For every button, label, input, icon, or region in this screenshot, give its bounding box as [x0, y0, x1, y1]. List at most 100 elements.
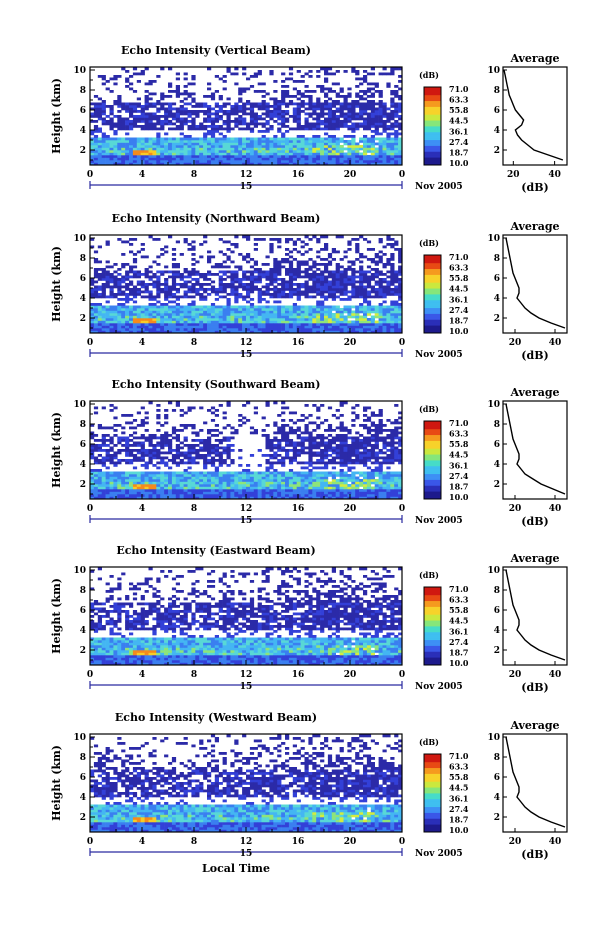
colorbar-segment — [424, 161, 441, 164]
heatmap-cell — [203, 315, 208, 319]
heatmap-cell — [214, 315, 219, 319]
heatmap-cell — [246, 484, 251, 487]
heatmap-cell — [265, 140, 270, 143]
heatmap-cell — [351, 67, 356, 71]
heatmap-cell — [398, 147, 403, 151]
heatmap-cell — [269, 479, 274, 482]
heatmap-cell — [296, 115, 301, 118]
colorbar-segment — [424, 129, 441, 133]
heatmap-cell — [281, 137, 286, 141]
heatmap-cell — [347, 102, 352, 106]
heatmap-cell — [265, 308, 270, 311]
colorbar-tick-label: 36.1 — [449, 126, 468, 136]
heatmap-cell — [324, 72, 329, 76]
heatmap-cell — [320, 290, 325, 294]
heatmap-cell — [132, 481, 138, 485]
heatmap-cell — [246, 238, 251, 241]
heatmap-cell — [179, 150, 184, 153]
heatmap-cell — [335, 323, 340, 326]
heatmap-cell — [125, 414, 130, 417]
heatmap-cell — [144, 155, 149, 158]
heatmap-cell — [335, 150, 340, 153]
heatmap-cell — [129, 243, 134, 246]
colorbar-segment — [424, 292, 441, 295]
heatmap-cell — [195, 315, 200, 319]
heatmap-cell — [296, 135, 301, 138]
heatmap-cell — [195, 476, 200, 480]
heatmap-cell — [277, 245, 282, 249]
heatmap-cell — [168, 290, 173, 294]
heatmap-cell — [109, 90, 114, 93]
heatmap-cell — [273, 288, 278, 291]
heatmap-cell — [152, 436, 157, 440]
heatmap-cell — [370, 258, 375, 261]
heatmap-cell — [265, 273, 270, 276]
heatmap-cell — [324, 288, 329, 291]
heatmap-cell — [359, 310, 364, 314]
heatmap-cell — [179, 117, 184, 121]
heatmap-cell — [218, 147, 223, 151]
heatmap-cell — [210, 147, 216, 151]
heatmap-cell — [168, 107, 173, 111]
heatmap-cell — [164, 308, 169, 311]
heatmap-cell — [226, 115, 231, 118]
heatmap-cell — [246, 330, 251, 334]
heatmap-cell — [222, 496, 227, 500]
heatmap-cell — [324, 142, 329, 146]
heatmap-cell — [140, 255, 145, 259]
heatmap-cell — [183, 102, 188, 106]
heatmap-cell — [351, 125, 356, 128]
heatmap-cell — [168, 82, 173, 86]
heatmap-cell — [93, 260, 99, 264]
heatmap-cell — [90, 328, 95, 331]
heatmap-cell — [105, 278, 110, 281]
heatmap-cell — [366, 147, 372, 151]
heatmap-cell — [199, 310, 204, 314]
x-tick-label: 0 — [87, 170, 93, 180]
heatmap-cell — [249, 330, 255, 334]
heatmap-cell — [335, 270, 340, 274]
heatmap-cell — [265, 300, 270, 304]
heatmap-cell — [331, 117, 336, 121]
heatmap-cell — [230, 105, 235, 108]
heatmap-cell — [249, 152, 255, 156]
heatmap-cell — [324, 125, 329, 128]
heatmap-cell — [308, 147, 313, 151]
heatmap-cell — [140, 320, 145, 324]
heatmap-cell — [132, 330, 138, 334]
heatmap-cell — [312, 140, 317, 143]
heatmap-cell — [101, 82, 106, 86]
heatmap-cell — [382, 320, 387, 324]
heatmap-cell — [207, 273, 212, 276]
heatmap-cell — [93, 461, 99, 465]
heatmap-cell — [246, 285, 251, 289]
heatmap-cell — [347, 145, 352, 148]
heatmap-cell — [261, 102, 266, 106]
heatmap-cell — [195, 471, 200, 475]
heatmap-cell — [312, 112, 317, 116]
heatmap-cell — [257, 496, 262, 500]
heatmap-cell — [265, 446, 270, 450]
heatmap-cell — [398, 308, 403, 311]
heatmap-cell — [226, 444, 231, 447]
heatmap-cell — [218, 137, 223, 141]
heatmap-cell — [386, 238, 391, 241]
heatmap-cell — [324, 132, 329, 136]
heatmap-cell — [226, 323, 231, 326]
heatmap-cell — [394, 125, 399, 128]
heatmap-cell — [351, 293, 356, 296]
heatmap-cell — [347, 105, 352, 108]
heatmap-cell — [218, 446, 223, 450]
heatmap-cell — [226, 255, 231, 259]
heatmap-cell — [316, 152, 321, 156]
heatmap-cell — [363, 273, 368, 276]
heatmap-cell — [179, 476, 184, 480]
heatmap-cell — [316, 313, 321, 316]
heatmap-cell — [390, 313, 395, 316]
heatmap-cell — [257, 90, 262, 93]
heatmap-cell — [374, 120, 379, 123]
heatmap-cell — [343, 95, 348, 98]
heatmap-cell — [203, 471, 208, 475]
heatmap-cell — [398, 320, 403, 324]
heatmap-cell — [168, 235, 173, 239]
